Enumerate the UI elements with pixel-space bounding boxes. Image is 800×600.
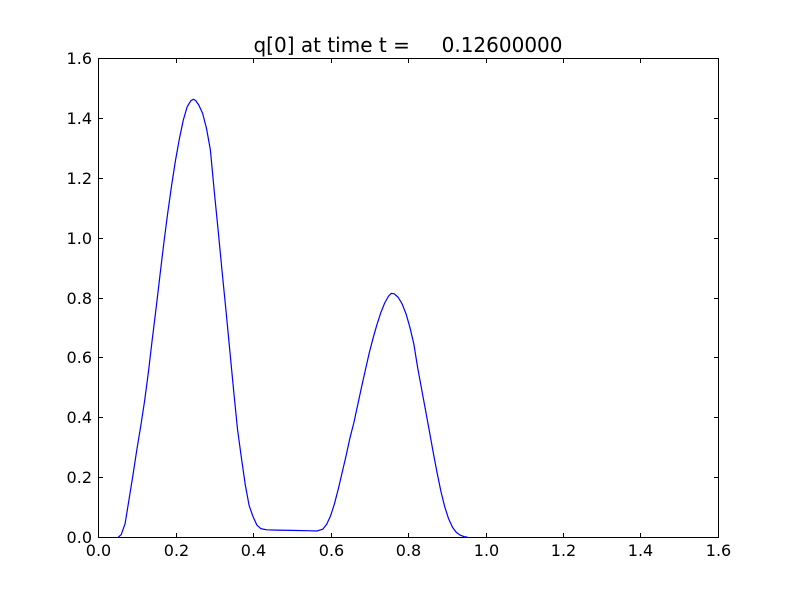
x-tick-label: 0.6 [319, 541, 344, 560]
y-tick-label: 0.2 [67, 468, 92, 487]
plot-title: q[0] at time t = 0.12600000 [253, 33, 563, 57]
y-tick-label: 1.2 [67, 169, 92, 188]
series-line [117, 98, 468, 538]
y-tick-label: 0.0 [67, 528, 92, 547]
x-tick-label: 0.2 [164, 541, 189, 560]
x-tick-label: 1.0 [474, 541, 499, 560]
x-tick-label: 1.2 [551, 541, 576, 560]
y-tick-label: 0.8 [67, 289, 92, 308]
y-tick-label: 1.4 [67, 109, 92, 128]
x-tick-label: 1.4 [628, 541, 653, 560]
x-tick-label: 1.6 [706, 541, 731, 560]
x-tick-label: 0.0 [86, 541, 111, 560]
axes-frame [98, 58, 719, 538]
x-tick-label: 0.4 [241, 541, 266, 560]
x-tick-label: 0.8 [396, 541, 421, 560]
y-tick-label: 0.6 [67, 348, 92, 367]
y-tick-label: 1.6 [67, 49, 92, 68]
y-tick-label: 1.0 [67, 229, 92, 248]
y-tick-label: 0.4 [67, 408, 92, 427]
